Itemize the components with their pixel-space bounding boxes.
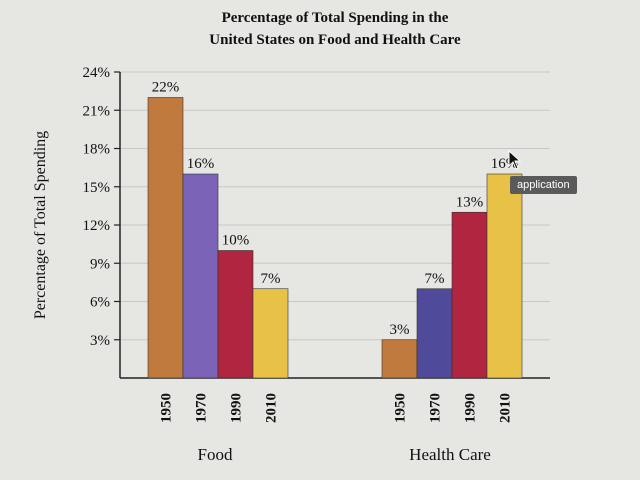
data-label: 16% [187, 156, 215, 172]
bar [451, 211, 488, 379]
bar [217, 250, 254, 379]
data-label: 7% [261, 271, 281, 287]
data-label: 13% [456, 194, 484, 210]
x-tick-label: 1950 [393, 393, 409, 423]
x-tick-label: 2010 [264, 393, 280, 423]
y-tick-label: 15% [83, 180, 111, 196]
y-axis-ticks: 3% 6% 9% 12% 15% 18% 21% 24% [83, 65, 120, 349]
x-tick-label: 1970 [194, 393, 210, 423]
bar [147, 97, 184, 379]
bar [381, 339, 418, 379]
tooltip: application [510, 176, 577, 194]
x-tick-label: 1950 [159, 393, 175, 423]
y-tick-label: 21% [83, 103, 111, 119]
data-label: 22% [152, 80, 180, 96]
bars [147, 97, 523, 379]
data-labels: 22%16%10%7%3%7%13%16% [152, 80, 519, 338]
bar [416, 288, 453, 379]
data-label: 7% [425, 271, 445, 287]
bar [252, 288, 289, 379]
x-tick-label: 1970 [428, 393, 444, 423]
data-label: 10% [222, 233, 250, 249]
y-tick-label: 24% [83, 65, 111, 81]
x-axis-labels: 1950 1970 1990 2010 Food 1950 1970 1990 2010 Heal… [159, 393, 514, 464]
y-tick-label: 6% [90, 295, 110, 311]
bar [182, 173, 219, 379]
chart-title-line-2: United States on Food and Health Care [209, 32, 461, 48]
bar [486, 173, 523, 379]
y-tick-label: 3% [90, 333, 110, 349]
y-tick-label: 9% [90, 256, 110, 272]
mouse-cursor-icon [508, 149, 522, 175]
group-label: Health Care [409, 445, 491, 464]
chart-title-line-1: Percentage of Total Spending in the [222, 10, 449, 26]
y-tick-label: 12% [83, 218, 111, 234]
data-label: 3% [390, 322, 410, 338]
x-tick-label: 2010 [498, 393, 514, 423]
x-tick-label: 1990 [229, 393, 245, 423]
group-label: Food [198, 445, 233, 464]
y-axis-label: Percentage of Total Spending [32, 131, 49, 319]
x-tick-label: 1990 [463, 393, 479, 423]
y-tick-label: 18% [83, 142, 111, 158]
